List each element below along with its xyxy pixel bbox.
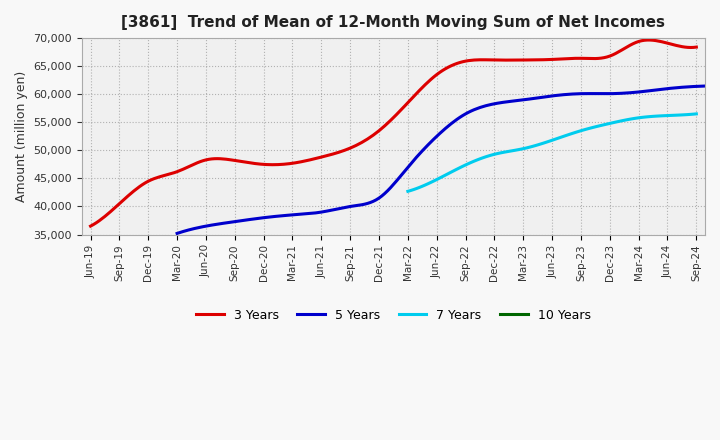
5 Years [173,231,181,236]
Y-axis label: Amount (million yen): Amount (million yen) [15,71,28,202]
Legend: 3 Years, 5 Years, 7 Years, 10 Years: 3 Years, 5 Years, 7 Years, 10 Years [192,304,595,326]
5 Years [473,106,482,111]
7 Years [692,111,701,117]
5 Years [565,92,574,97]
5 Years [554,92,562,98]
7 Years [577,128,585,133]
3 Years [505,58,513,63]
Line: 3 Years: 3 Years [91,40,696,226]
3 Years [104,211,112,216]
3 Years [320,154,328,159]
Line: 7 Years: 7 Years [408,114,696,191]
7 Years [424,181,433,187]
Title: [3861]  Trend of Mean of 12-Month Moving Sum of Net Incomes: [3861] Trend of Mean of 12-Month Moving … [122,15,665,30]
5 Years [718,83,720,88]
Line: 5 Years: 5 Years [177,86,720,233]
7 Years [606,121,614,126]
7 Years [476,156,485,161]
7 Years [620,117,629,123]
3 Years [86,224,95,229]
3 Years [692,44,701,50]
3 Years [351,143,360,148]
5 Years [582,91,591,96]
3 Years [634,39,643,44]
3 Years [643,37,652,43]
7 Years [536,141,545,147]
5 Years [545,94,554,99]
5 Years [282,213,291,218]
7 Years [403,189,412,194]
3 Years [265,162,274,167]
